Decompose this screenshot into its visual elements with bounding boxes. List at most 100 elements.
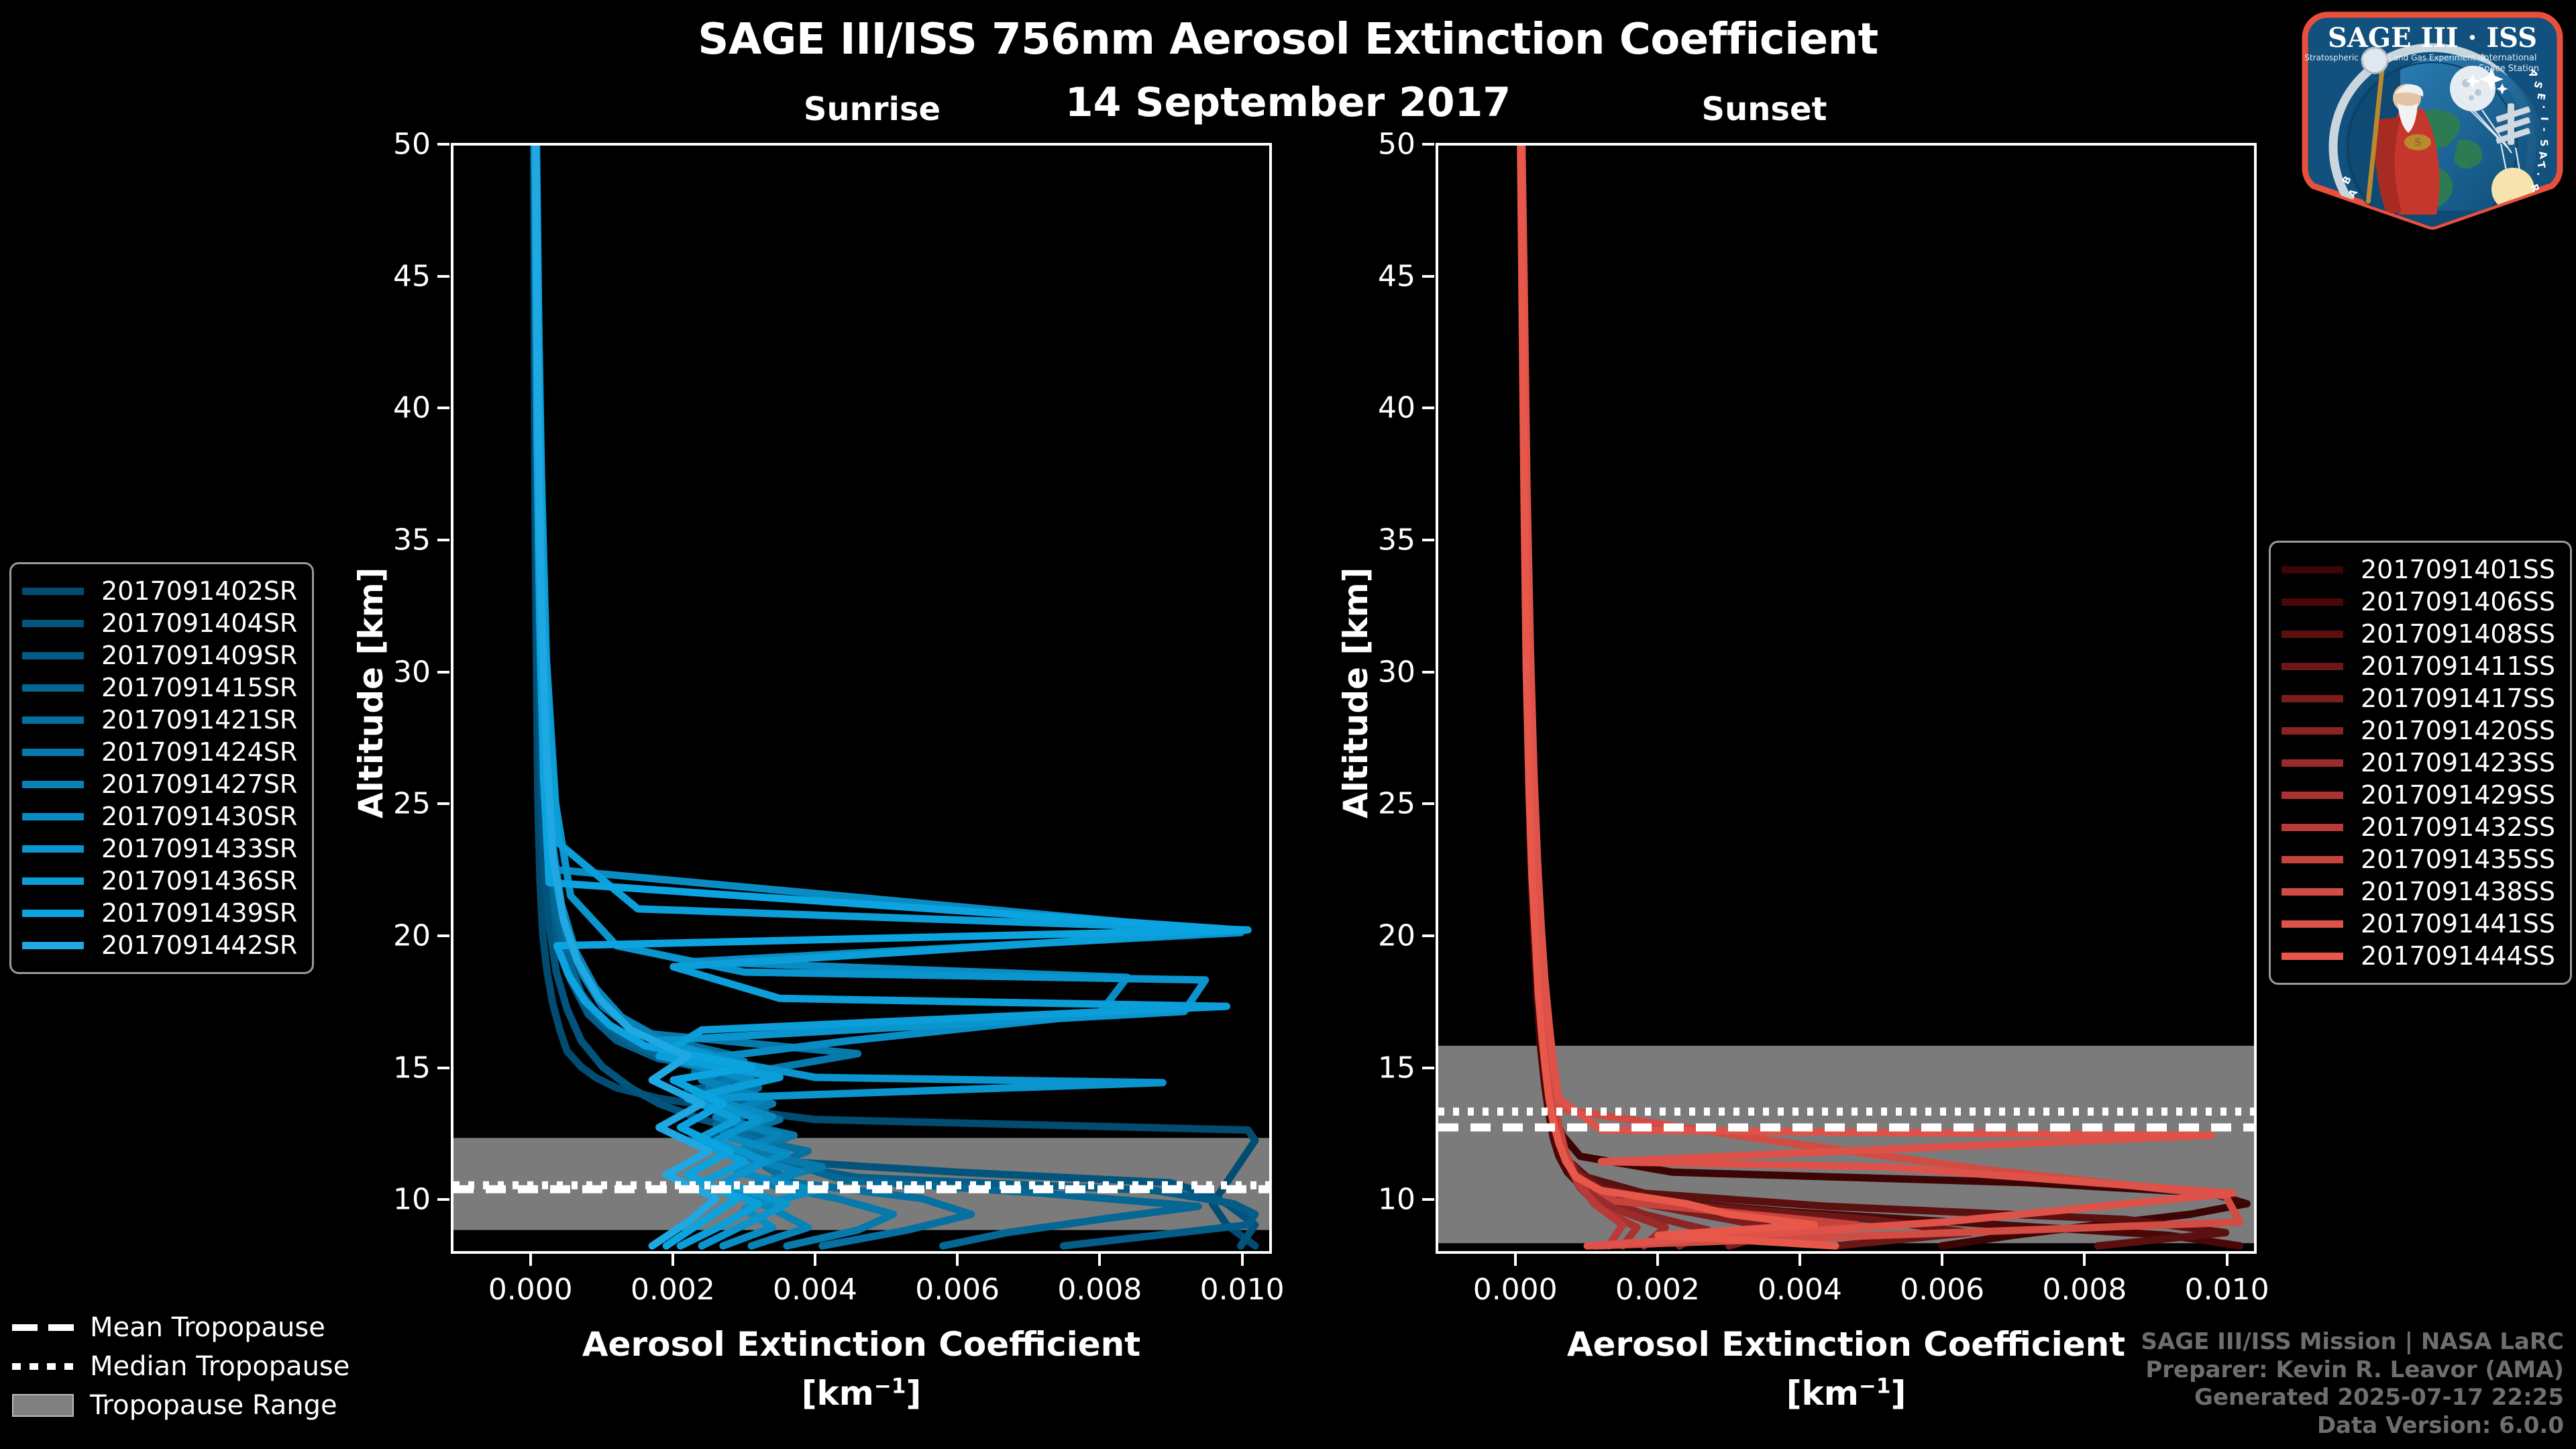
x-tick-mark [529, 1254, 532, 1266]
sunrise-x-axis-units: [km−1] [451, 1374, 1272, 1413]
y-tick-mark [1422, 802, 1434, 806]
legend-item[interactable]: 2017091436SR [22, 865, 297, 897]
legend-item[interactable]: 2017091420SS [2282, 714, 2555, 747]
sunrise-x-units-text: [km−1] [801, 1374, 922, 1413]
y-tick-label: 25 [1378, 786, 1415, 821]
legend-item[interactable]: 2017091409SR [22, 639, 297, 672]
legend-item-label: 2017091424SR [101, 737, 298, 767]
legend-item[interactable]: 2017091439SR [22, 897, 297, 929]
legend-item[interactable]: 2017091435SS [2282, 843, 2555, 875]
x-tick-mark [2083, 1254, 2086, 1266]
legend-item[interactable]: 2017091402SR [22, 575, 297, 607]
legend-color-swatch [22, 684, 84, 692]
sunset-x-axis-label: Aerosol Extinction Coefficient [1566, 1325, 2126, 1364]
legend-item[interactable]: 2017091404SR [22, 607, 297, 639]
x-tick-label: 0.008 [2042, 1273, 2127, 1307]
legend-item-label: 2017091401SS [2361, 555, 2556, 584]
legend-color-swatch [2282, 920, 2343, 928]
legend-item-label: 2017091436SR [101, 866, 298, 896]
legend-color-swatch [22, 812, 84, 820]
legend-item[interactable]: 2017091423SS [2282, 747, 2555, 779]
legend-item[interactable]: 2017091429SS [2282, 779, 2555, 811]
legend-item[interactable]: 2017091421SR [22, 704, 297, 736]
legend-color-swatch [2282, 727, 2343, 735]
legend-color-swatch [2282, 566, 2343, 574]
y-tick-label: 10 [1378, 1182, 1415, 1217]
legend-item-label: 2017091402SR [101, 576, 298, 606]
tropopause-key-mean: Mean Tropopause [12, 1308, 350, 1347]
y-tick-label: 45 [1378, 259, 1415, 294]
svg-text:-: - [2538, 127, 2551, 132]
y-tick-label: 25 [393, 786, 431, 821]
legend-color-swatch [22, 877, 84, 885]
sunrise-y-axis-label: Altitude [km] [352, 567, 390, 818]
legend-item[interactable]: 2017091432SS [2282, 811, 2555, 843]
legend-item-label: 2017091423SS [2361, 748, 2556, 777]
sunrise-legend[interactable]: 2017091402SR 2017091404SR 2017091409SR 2… [9, 562, 315, 974]
y-tick-mark [437, 802, 449, 806]
legend-item[interactable]: 2017091444SS [2282, 940, 2555, 972]
y-tick-mark [1422, 407, 1434, 410]
legend-item-label: 2017091438SS [2361, 877, 2556, 906]
legend-item[interactable]: 2017091417SS [2282, 682, 2555, 714]
legend-color-swatch [2282, 791, 2343, 799]
legend-item[interactable]: 2017091442SR [22, 929, 297, 961]
x-tick-label: 0.004 [1758, 1273, 1842, 1307]
legend-color-swatch [2282, 630, 2343, 638]
x-tick-label: 0.010 [2184, 1273, 2269, 1307]
y-tick-label: 15 [1378, 1051, 1415, 1085]
sunrise-plot-clip [453, 146, 1269, 1251]
legend-item[interactable]: 2017091438SS [2282, 875, 2555, 908]
legend-item[interactable]: 2017091415SR [22, 672, 297, 704]
legend-item[interactable]: 2017091406SS [2282, 586, 2555, 618]
svg-text:E: E [2507, 216, 2520, 229]
x-tick-label: 0.002 [630, 1273, 715, 1307]
legend-item-label: 2017091421SR [101, 705, 298, 735]
y-tick-label: 15 [393, 1051, 431, 1085]
y-tick-mark [1422, 143, 1434, 146]
tropopause-key-range-label: Tropopause Range [90, 1390, 337, 1421]
svg-text:N: N [2387, 223, 2400, 231]
legend-item[interactable]: 2017091401SS [2282, 553, 2555, 586]
legend-item[interactable]: 2017091441SS [2282, 908, 2555, 940]
x-tick-label: 0.000 [1472, 1273, 1558, 1307]
y-tick-label: 20 [393, 918, 431, 953]
x-tick-label: 0.006 [1900, 1273, 1985, 1307]
filled-band-icon [12, 1394, 74, 1417]
tropopause-key-median: Median Tropopause [12, 1347, 350, 1386]
y-tick-mark [437, 670, 449, 674]
sunset-x-units-text: [km−1] [1786, 1374, 1907, 1413]
y-tick-label: 40 [393, 390, 431, 425]
legend-item-label: 2017091417SS [2361, 684, 2556, 713]
x-tick-mark [671, 1254, 674, 1266]
tropopause-key-mean-label: Mean Tropopause [90, 1312, 325, 1343]
legend-item-label: 2017091444SS [2361, 941, 2556, 971]
legend-color-swatch [22, 780, 84, 788]
legend-item[interactable]: 2017091408SS [2282, 618, 2555, 650]
legend-item[interactable]: 2017091411SS [2282, 650, 2555, 682]
x-tick-mark [1799, 1254, 1801, 1266]
y-tick-mark [437, 407, 449, 410]
legend-item[interactable]: 2017091424SR [22, 736, 297, 768]
legend-item[interactable]: 2017091427SR [22, 768, 297, 800]
legend-item[interactable]: 2017091430SR [22, 800, 297, 833]
x-tick-mark [2225, 1254, 2229, 1266]
y-tick-label: 40 [1378, 390, 1415, 425]
y-tick-mark [1422, 1198, 1434, 1201]
legend-item-label: 2017091435SS [2361, 845, 2556, 874]
credit-line-mission: SAGE III/ISS Mission | NASA LaRC [2141, 1328, 2565, 1356]
patch-figure: S [2361, 46, 2440, 215]
tropopause-key: Mean Tropopause Median Tropopause Tropop… [12, 1308, 350, 1425]
y-tick-label: 10 [393, 1182, 431, 1217]
y-tick-mark [437, 934, 449, 937]
x-tick-label: 0.004 [773, 1273, 857, 1307]
x-tick-mark [1098, 1254, 1102, 1266]
credit-line-version: Data Version: 6.0.0 [2316, 1411, 2564, 1439]
legend-item-label: 2017091427SR [101, 769, 298, 799]
legend-item[interactable]: 2017091433SR [22, 833, 297, 865]
y-tick-label: 50 [1378, 127, 1415, 162]
sunset-plot-clip [1438, 146, 2254, 1251]
x-tick-mark [1941, 1254, 1944, 1266]
sunset-legend[interactable]: 2017091401SS 2017091406SS 2017091408SS 2… [2269, 541, 2573, 985]
y-tick-mark [1422, 670, 1434, 674]
